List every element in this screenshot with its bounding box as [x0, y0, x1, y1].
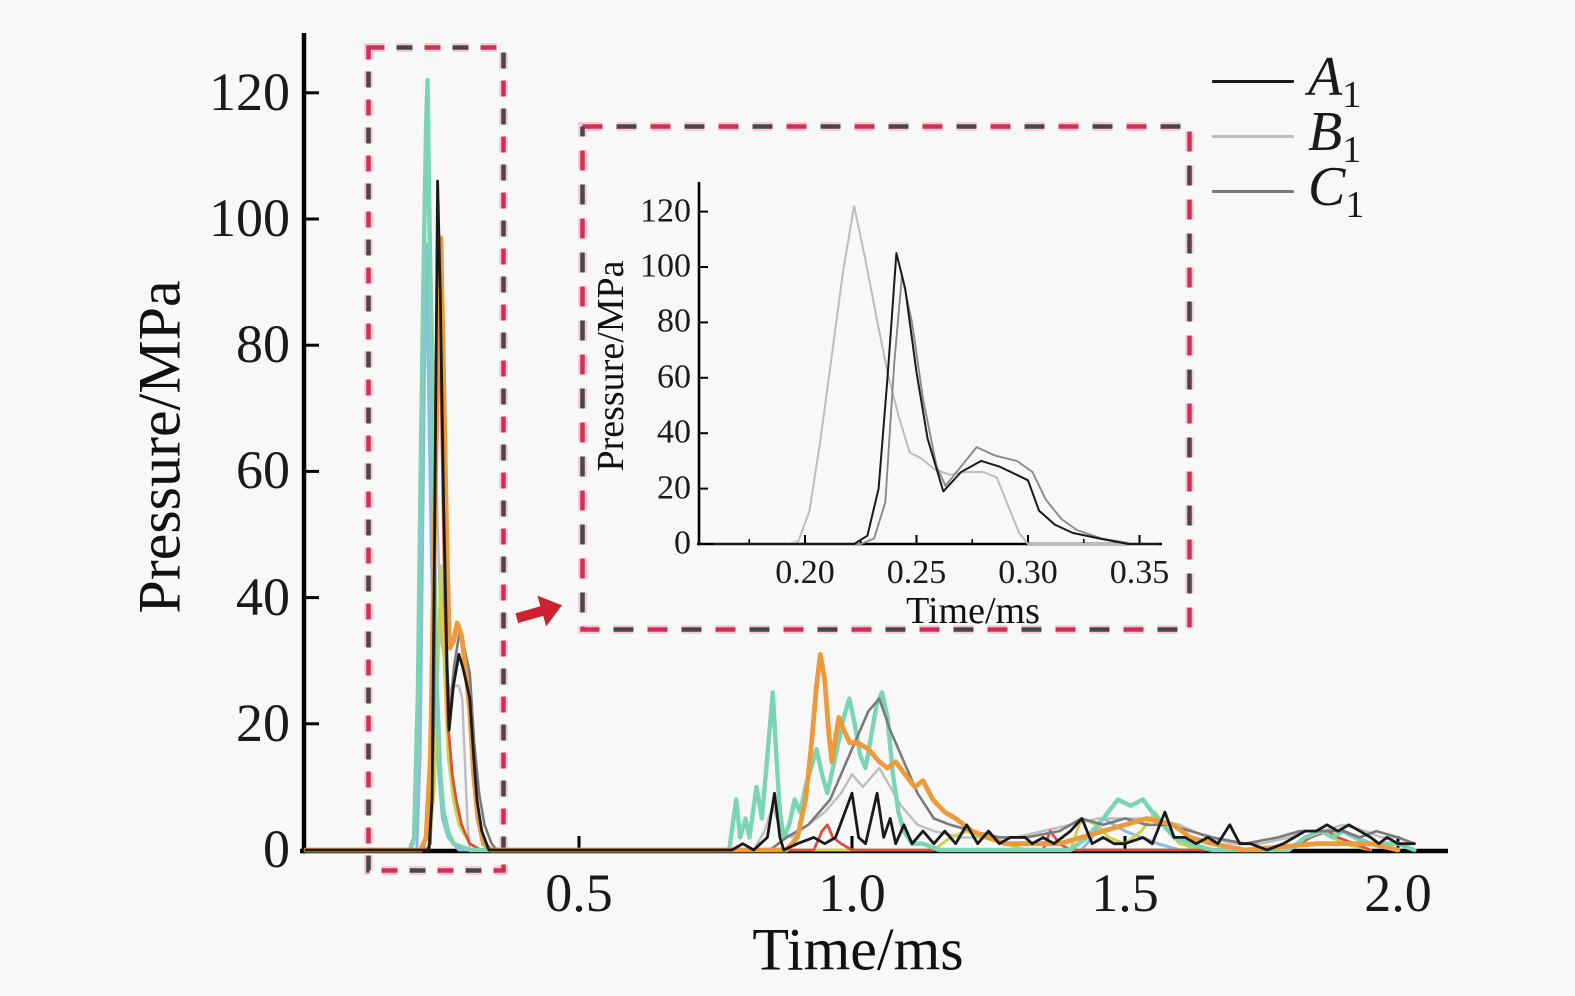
inset-y-axis-title: Pressure/MPa [590, 260, 632, 472]
inset-x-axis-title: Time/ms [906, 590, 1040, 632]
y-tick-label: 120 [640, 191, 691, 229]
x-tick-label: 0.35 [1109, 554, 1170, 591]
y-tick-label: 20 [236, 692, 290, 753]
inset-axes [697, 182, 1162, 546]
series-A1 [714, 252, 1159, 545]
series-B1 [714, 205, 1152, 545]
legend-row-b1: B1 [1212, 104, 1364, 169]
zoom-arrow-icon [515, 595, 562, 627]
inset-box-gray-dashes [580, 124, 1192, 632]
main-series-lines [303, 77, 1417, 853]
y-tick-label: 100 [209, 187, 290, 248]
legend-label-c1: C1 [1308, 156, 1365, 226]
x-tick-label: 2.0 [1364, 863, 1432, 923]
zoom-region-box [364, 43, 508, 875]
y-tick-label: 0 [263, 818, 290, 879]
x-tick-label: 0.25 [886, 554, 947, 591]
main-x-axis-title: Time/ms [752, 916, 964, 983]
y-tick-label: 120 [209, 61, 290, 122]
x-tick-label: 0.30 [998, 554, 1058, 591]
x-tick-label: 0.5 [545, 863, 613, 923]
y-tick-label: 60 [657, 358, 691, 396]
y-tick-label: 20 [657, 468, 691, 506]
y-tick-label: 60 [236, 440, 290, 501]
zoom-region-box-gray-dashes [366, 45, 506, 873]
inset-box [578, 122, 1194, 634]
y-tick-label: 100 [640, 247, 691, 285]
series-A1 [304, 179, 1416, 852]
y-tick-label: 40 [657, 413, 691, 451]
x-tick-label: 1.0 [818, 863, 886, 923]
main-y-axis-title: Pressure/MPa [126, 280, 193, 614]
zoom-region-box-crimson-dashes [366, 45, 506, 873]
y-tick-label: 80 [236, 314, 290, 375]
legend-row-a1: A1 [1212, 49, 1364, 114]
legend: A1 B1 C1 [1212, 49, 1364, 224]
legend-row-c1: C1 [1212, 159, 1364, 224]
legend-label-b1: B1 [1308, 101, 1362, 171]
legend-line-c1 [1212, 190, 1294, 193]
inset-series-lines [714, 205, 1159, 545]
x-tick-label: 1.5 [1091, 863, 1159, 923]
series-C1 [714, 274, 1159, 545]
x-tick-label: 0.20 [775, 554, 835, 591]
y-tick-label: 40 [236, 566, 290, 627]
legend-line-a1 [1212, 79, 1294, 84]
series-orange [303, 235, 1401, 853]
legend-line-b1 [1212, 135, 1294, 138]
legend-label-a1: A1 [1308, 46, 1362, 116]
y-tick-label: 80 [657, 302, 691, 340]
y-tick-label: 0 [674, 524, 691, 562]
